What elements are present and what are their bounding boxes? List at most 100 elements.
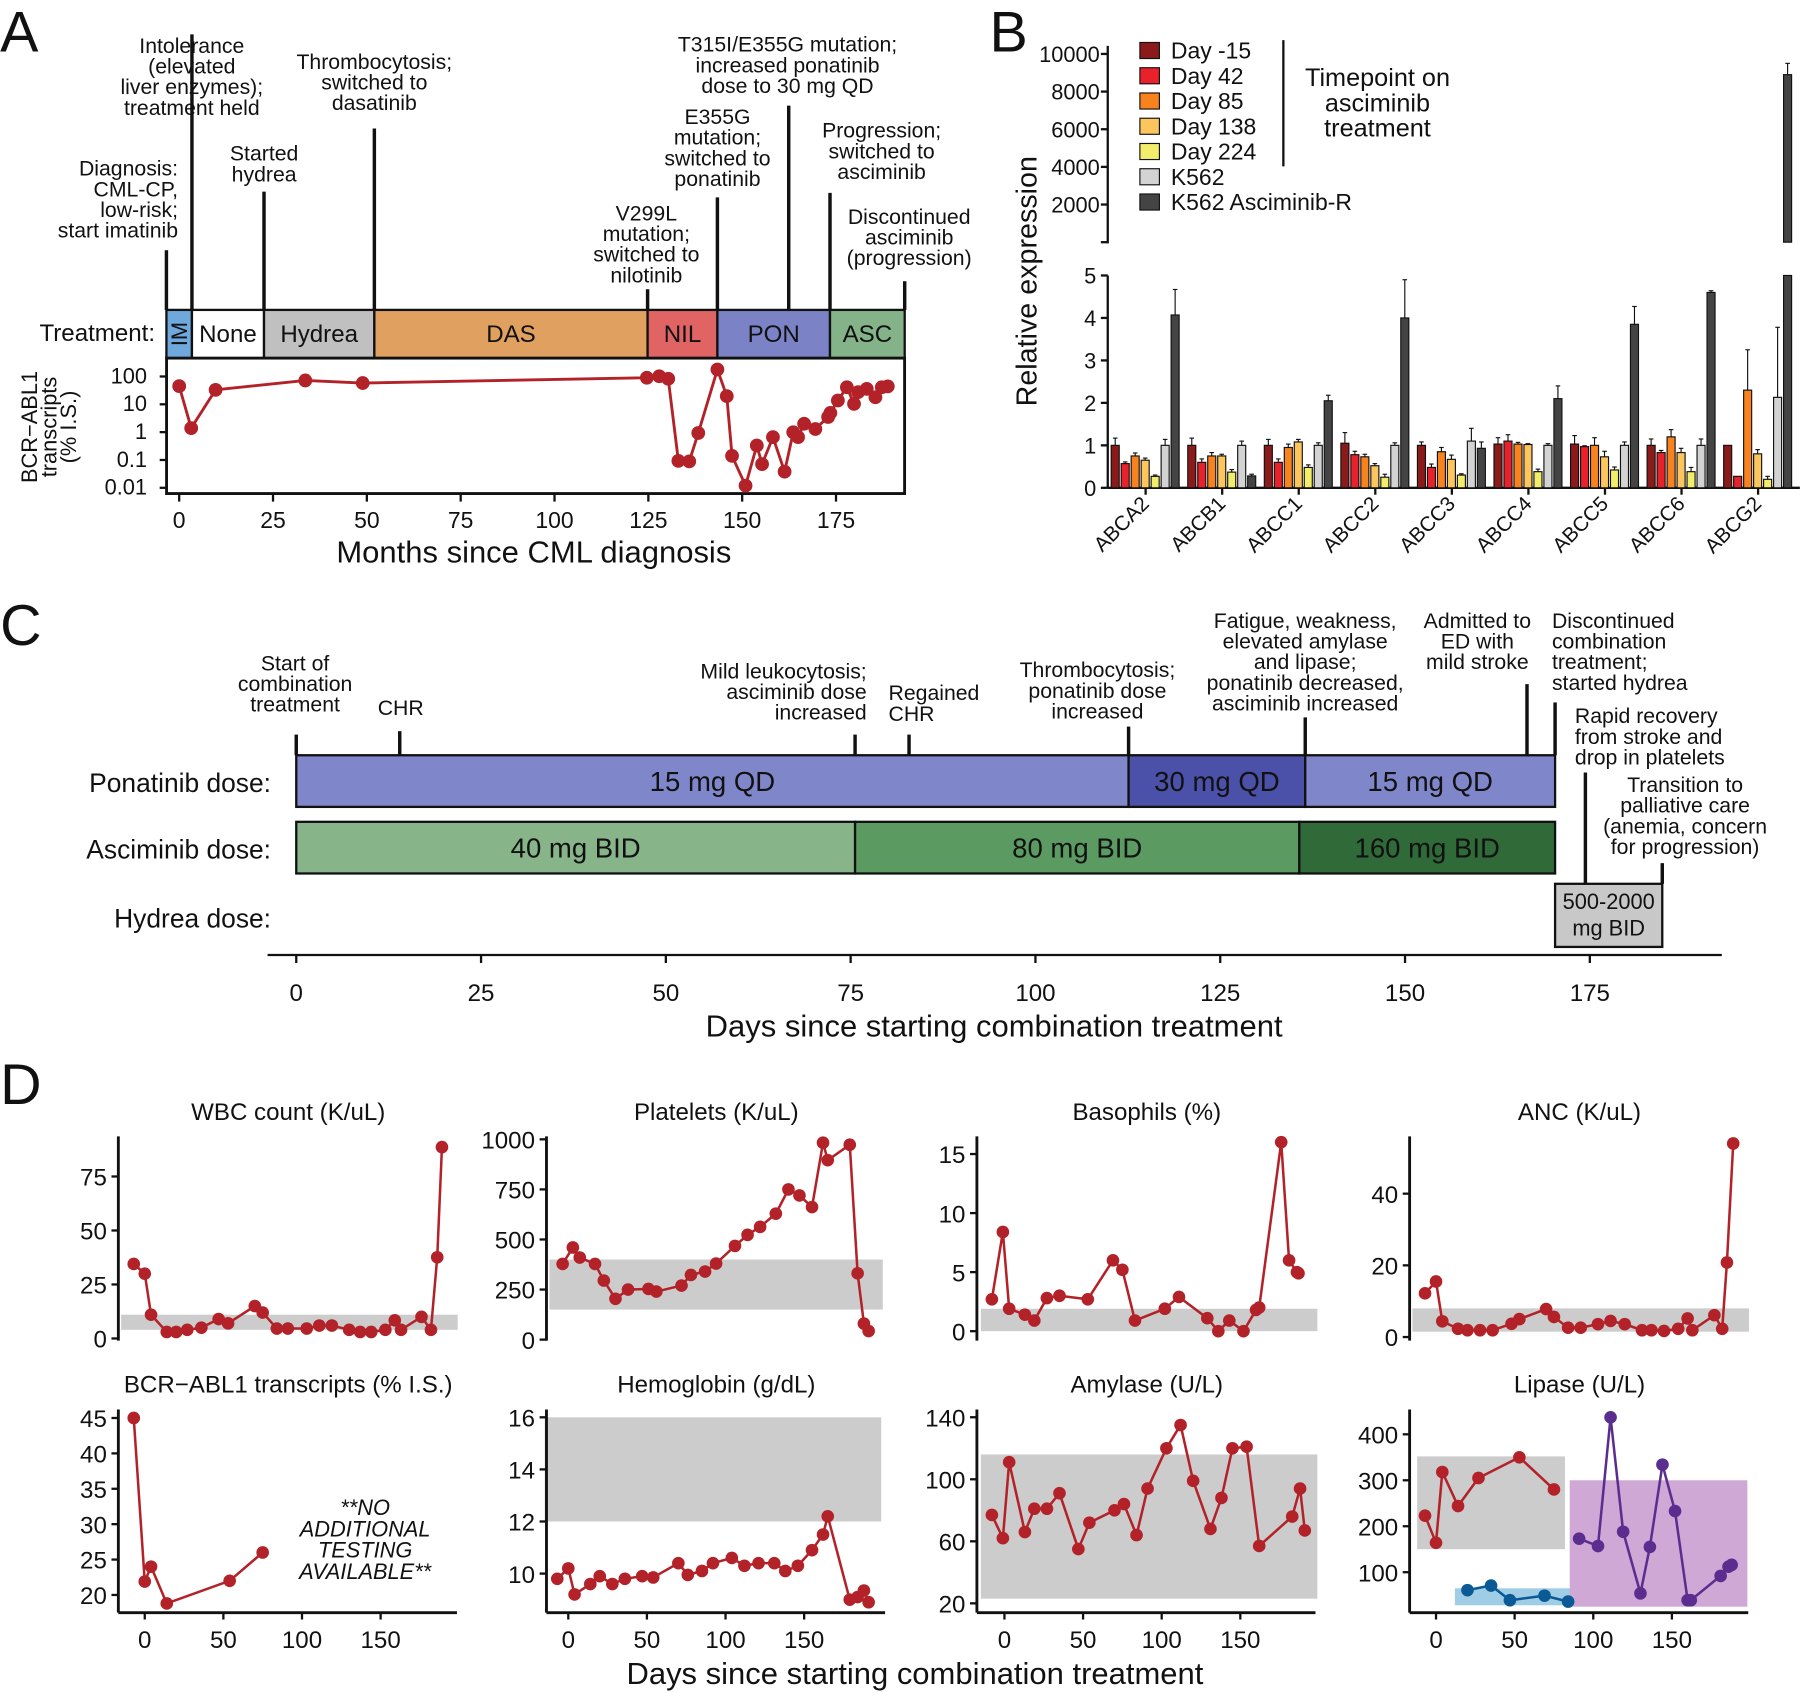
data-point: [1282, 1254, 1296, 1267]
data-point: [256, 1306, 269, 1319]
data-point: [691, 426, 706, 440]
y-tick-label: 0.01: [105, 475, 147, 500]
data-point: [1240, 1440, 1253, 1454]
data-point: [184, 421, 199, 435]
bar: [1676, 451, 1686, 489]
event-annotation: from stroke and: [1575, 726, 1722, 749]
y-tick-label: 75: [80, 1165, 107, 1192]
data-point: [1252, 1539, 1266, 1553]
data-point: [821, 1153, 835, 1167]
series-line: [132, 1147, 444, 1334]
y-axis-label: Relative expression: [1012, 156, 1044, 406]
data-point: [1472, 1471, 1485, 1485]
data-point: [1513, 1312, 1526, 1326]
y-tick-label: 0: [522, 1328, 535, 1355]
panel-letter-b: B: [990, 1, 1028, 65]
data-point: [684, 1268, 698, 1282]
x-tick-label: 50: [634, 1627, 661, 1654]
x-tick-label: 150: [1220, 1627, 1260, 1654]
data-point: [435, 1140, 449, 1154]
y-tick-label: 1000: [481, 1128, 535, 1155]
hydrea-dose-label: 500-2000: [1563, 889, 1655, 914]
y-tick-label: 8000: [1051, 80, 1100, 105]
data-point: [859, 381, 874, 396]
no-testing-note: TESTING: [318, 1538, 413, 1563]
data-point: [778, 1564, 792, 1578]
ponatinib-dose-label: 15 mg QD: [650, 766, 775, 797]
asciminib-dose-segment: [1298, 820, 1557, 875]
data-point: [1657, 1324, 1671, 1338]
data-point: [593, 1569, 607, 1583]
event-annotation: mutation;: [603, 223, 690, 246]
bar: [1533, 471, 1543, 489]
data-point: [138, 1575, 152, 1588]
event-annotation: (anemia, concern: [1603, 815, 1767, 838]
data-point: [1018, 1308, 1032, 1321]
hydrea-dose-segment: [1553, 882, 1664, 949]
data-point: [706, 1556, 720, 1570]
bar: [1140, 459, 1150, 489]
plot-title: BCR−ABL1 transcripts (% I.S.): [124, 1371, 453, 1398]
data-point: [698, 1265, 712, 1278]
data-point: [710, 362, 725, 377]
data-point: [1473, 1323, 1487, 1337]
event-annotation: CHR: [889, 703, 935, 726]
y-tick-label: 40: [1371, 1182, 1398, 1209]
data-point: [805, 1200, 819, 1214]
data-point: [749, 438, 764, 453]
data-point: [1160, 1441, 1173, 1455]
bar: [1130, 455, 1140, 489]
data-point: [831, 393, 845, 408]
data-point: [212, 1312, 225, 1326]
data-point: [791, 1559, 805, 1573]
treatment-segment-label: ASC: [843, 321, 893, 348]
data-point: [1211, 1324, 1225, 1338]
data-point: [1714, 1569, 1727, 1583]
data-point: [1429, 1536, 1443, 1550]
data-point: [160, 1597, 174, 1610]
data-point: [1200, 1311, 1214, 1325]
bar: [1579, 446, 1590, 489]
data-point: [1028, 1314, 1041, 1327]
data-point: [1418, 1287, 1432, 1300]
legend-group-label: treatment: [1324, 115, 1431, 143]
series-line: [1424, 1143, 1735, 1333]
plot-title: Amylase (U/L): [1070, 1371, 1223, 1398]
gene-label: ABCC2: [1318, 492, 1383, 557]
event-annotation: switched to: [664, 147, 770, 170]
x-axis-label: Months since CML diagnosis: [336, 534, 731, 569]
data-point: [160, 1325, 174, 1339]
y-tick-label: 20: [80, 1583, 107, 1610]
legend-group-label: Timepoint on: [1305, 64, 1450, 92]
x-tick-label: 75: [837, 980, 864, 1007]
event-annotation: (progression): [847, 247, 972, 270]
data-point: [709, 1257, 723, 1270]
bar: [1400, 317, 1410, 489]
bar: [1426, 466, 1437, 489]
event-annotation: ponatinib decreased,: [1207, 672, 1404, 695]
data-point: [681, 1568, 695, 1582]
data-point: [1538, 1589, 1551, 1602]
data-point: [675, 1279, 688, 1292]
x-tick-label: 25: [468, 980, 495, 1007]
y-tick-label: 10: [123, 391, 147, 416]
event-annotation: asciminib dose: [726, 681, 866, 704]
data-point: [1158, 1302, 1172, 1316]
bar: [1543, 444, 1553, 489]
y-tick-label: 300: [1358, 1468, 1398, 1495]
event-annotation: and lipase;: [1254, 651, 1357, 674]
data-point: [568, 1588, 581, 1601]
legend-label: K562: [1171, 164, 1225, 190]
data-point: [1656, 1458, 1669, 1471]
x-tick-label: 0: [562, 1627, 575, 1654]
data-point: [1618, 1317, 1632, 1331]
data-point: [208, 382, 223, 397]
gene-label: ABCC5: [1548, 492, 1613, 557]
data-point: [1053, 1486, 1066, 1500]
y-tick-label: 20: [939, 1592, 966, 1619]
x-tick-label: 0: [998, 1627, 1011, 1654]
bar: [1360, 456, 1370, 489]
x-tick-label: 75: [448, 507, 474, 533]
bar: [1247, 475, 1257, 489]
data-point: [144, 1560, 158, 1573]
